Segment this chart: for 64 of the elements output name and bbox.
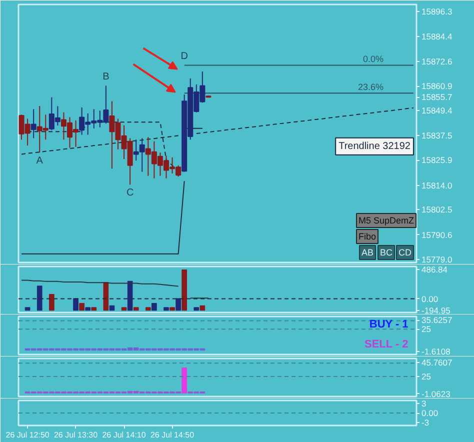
x-tick-label: 26 Jul 13:30 [54,430,98,440]
bar [164,307,169,311]
y-tick-label: 15814.0 [422,180,452,190]
y-tick-label: 15790.6 [422,230,452,240]
y-tick-label: 0.00 [422,294,438,304]
y-tick-label: 15896.3 [422,6,452,16]
y-tick-label: 25 [422,324,432,334]
bar [152,302,157,311]
y-tick-label: 35.6257 [422,315,452,326]
bar [127,280,133,311]
bar [176,298,181,311]
annotation: M5 SupDemZ [358,216,415,226]
annotation: C [126,188,134,199]
x-tick-label: 26 Jul 12:50 [6,430,50,440]
y-tick-label: 3 [422,398,426,409]
bar [103,282,109,311]
bar [109,305,115,311]
bar [194,307,200,311]
y-tick-label: 15802.5 [422,204,452,215]
annotation: BC [380,248,393,258]
text: Trendline 32192 [338,140,411,152]
annotation: AB [361,248,374,258]
bar [182,368,187,394]
bar [36,286,42,311]
annotation: BUY - 1 [369,318,408,330]
y-tick-label: 15825.9 [422,155,452,166]
candlestick [30,108,36,139]
bar [145,307,151,311]
y-tick-label: 15837.5 [422,130,452,141]
bar [91,307,97,311]
annotation: B [102,72,110,83]
y-tick-label: 25 [422,372,432,382]
bar [182,270,187,311]
y-tick-label: 15872.6 [422,56,452,66]
y-tick-label: -3 [422,417,430,428]
bar [170,307,175,311]
bar [133,307,139,311]
bar [200,305,206,311]
bar [24,307,30,311]
y-tick-label: -1.6108 [422,346,451,357]
series-label: 23.6% [358,82,384,92]
y-tick-label: -1.0623 [422,388,451,399]
bar [49,294,54,311]
y-tick-label: -194.95 [422,305,451,316]
x-tick-label: 26 Jul 14:10 [102,430,146,440]
y-tick-label: 45.7607 [422,358,452,368]
x-tick-label: 26 Jul 14:50 [150,430,195,440]
annotation: A [36,156,44,167]
y-tick-label: 15884.4 [422,31,452,42]
y-tick-label: 15855.7 [422,92,452,102]
annotation: D [180,51,188,62]
bar [79,302,84,311]
series-label: 0.0% [362,54,384,64]
bar [85,307,91,311]
annotation: SELL - 2 [364,338,408,350]
y-tick-label: 486.84 [422,264,448,275]
y-tick-label: 0.00 [422,408,438,418]
bar [73,298,78,311]
bar [121,307,127,311]
annotation: Fibo [358,232,376,242]
y-tick-label: 15849.4 [422,105,452,116]
y-tick-label: 15779.0 [422,254,452,264]
annotation: CD [398,248,412,258]
y-tick-label: 15860.9 [422,81,452,92]
